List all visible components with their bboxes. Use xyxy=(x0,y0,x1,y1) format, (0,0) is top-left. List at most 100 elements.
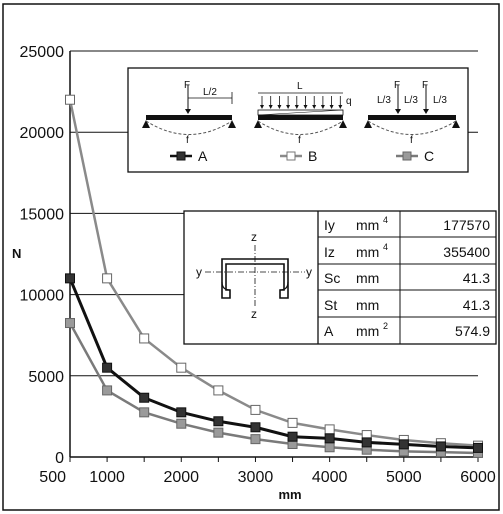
diagram-b-load-arrowhead xyxy=(320,105,325,109)
diagram-c-dist-label-2: L/3 xyxy=(404,95,418,106)
diagram-c-deflection-label: f xyxy=(410,135,413,146)
prop-value: 41.3 xyxy=(463,297,490,313)
diagram-b-support-right xyxy=(339,120,347,128)
prop-value: 177570 xyxy=(443,217,490,233)
data-point-c xyxy=(324,442,335,453)
series-line-b xyxy=(68,99,479,447)
data-point-a xyxy=(102,362,113,373)
diagram-b-deflection-label: f xyxy=(298,135,301,146)
data-point-a xyxy=(213,416,224,427)
data-point-c xyxy=(250,434,261,445)
data-point-a xyxy=(139,392,150,403)
data-point-c xyxy=(65,318,75,329)
section-panel: z z y y Iy mm 4 177570 Iz mm 4 355 xyxy=(183,210,497,345)
data-point-a xyxy=(250,422,261,433)
diagram-c-deflection-curve xyxy=(367,120,457,135)
diagram-b-support-left xyxy=(254,120,262,128)
diagram-c: F F L/3 L/3 L/3 f xyxy=(364,80,460,146)
z-axis-label-bottom: z xyxy=(251,307,257,321)
legend-label-b: B xyxy=(308,148,317,164)
prop-unit: mm xyxy=(356,297,379,313)
diagram-b-hatch xyxy=(257,109,344,116)
data-point-b xyxy=(139,333,150,344)
diagram-c-force-label-1: F xyxy=(394,80,400,91)
load-case-panel: F L/2 f L q f xyxy=(127,67,469,173)
y-tick-label: 25000 xyxy=(20,44,65,61)
diagram-b-load-arrowhead xyxy=(312,105,317,109)
data-point-c xyxy=(213,427,224,438)
x-tick-label: 2000 xyxy=(163,469,199,486)
data-point-a xyxy=(361,437,372,448)
diagram-b-load-arrowhead xyxy=(277,105,282,109)
channel-lip-left xyxy=(221,281,231,291)
data-point-b xyxy=(250,404,261,415)
prop-name: Iy xyxy=(324,217,335,233)
diagram-a-support-right xyxy=(228,120,236,128)
diagram-b-load-arrowhead xyxy=(286,105,291,109)
diagram-a-arrowhead xyxy=(185,109,191,114)
diagram-b-beam xyxy=(258,115,343,120)
prop-unit: mm xyxy=(356,217,379,233)
diagram-b-length-label: L xyxy=(297,81,303,92)
series-layer xyxy=(65,94,483,458)
prop-name: St xyxy=(324,297,337,313)
figure-frame xyxy=(2,3,500,511)
x-tick-label: 5000 xyxy=(386,469,422,486)
data-point-a xyxy=(176,407,187,418)
prop-name: Iz xyxy=(324,244,335,260)
diagram-b-load-arrowhead xyxy=(268,105,273,109)
diagram-b-load-arrowhead xyxy=(260,105,264,109)
diagram-a-beam xyxy=(146,115,232,120)
data-point-a xyxy=(324,433,335,444)
data-point-c xyxy=(139,407,150,418)
data-point-a xyxy=(473,442,483,453)
properties-table: Iy mm 4 177570 Iz mm 4 355400 Sc mm 41.3… xyxy=(317,211,496,344)
z-axis-label-top: z xyxy=(251,230,257,244)
data-point-a xyxy=(65,273,75,284)
y-axis-label-right: y xyxy=(306,265,312,279)
diagram-b-load-arrows xyxy=(260,96,343,109)
prop-unit: mm xyxy=(356,323,379,339)
data-point-b xyxy=(176,362,187,373)
data-point-a xyxy=(287,431,298,442)
prop-unit-exponent: 4 xyxy=(383,215,388,225)
y-tick-label: 0 xyxy=(55,450,64,467)
diagram-a-force-label: F xyxy=(184,80,190,91)
prop-value: 355400 xyxy=(443,244,490,260)
diagram-a-dist-label: L/2 xyxy=(203,87,217,98)
y-tick-label: 15000 xyxy=(20,206,65,223)
prop-unit-exponent: 2 xyxy=(383,321,388,331)
diagram-c-force-label-2: F xyxy=(422,80,428,91)
diagram-c-support-left xyxy=(364,120,372,128)
channel-section-drawing: z z y y xyxy=(196,230,312,321)
x-tick-label: 4000 xyxy=(312,469,348,486)
data-point-c xyxy=(102,385,113,396)
data-point-a xyxy=(398,439,409,450)
diagram-a-deflection-label: f xyxy=(186,135,189,146)
data-point-a xyxy=(435,441,446,452)
y-tick-label: 10000 xyxy=(20,288,65,305)
prop-unit: mm xyxy=(356,270,379,286)
data-point-b xyxy=(65,94,75,105)
legend: A B C xyxy=(170,148,434,164)
diagram-b-deflection-curve xyxy=(257,120,344,135)
diagram-b-load-arrowhead xyxy=(338,105,343,109)
prop-name: A xyxy=(324,323,334,339)
x-tick-label: 3000 xyxy=(238,469,274,486)
diagram-c-beam xyxy=(368,115,456,120)
x-tick-label: 500 xyxy=(39,469,66,486)
x-tick-label: 1000 xyxy=(89,469,125,486)
legend-marker-a xyxy=(176,151,186,161)
prop-value: 41.3 xyxy=(463,270,490,286)
legend-label-a: A xyxy=(198,148,208,164)
diagram-b-load-arrowhead xyxy=(329,105,334,109)
diagram-a-support-left xyxy=(142,120,150,128)
series-line-a xyxy=(68,277,479,450)
series-line-c xyxy=(68,322,479,455)
y-axis-title: N xyxy=(12,246,21,261)
x-axis-title: mm xyxy=(278,487,301,502)
x-tick-label: 6000 xyxy=(460,469,496,486)
